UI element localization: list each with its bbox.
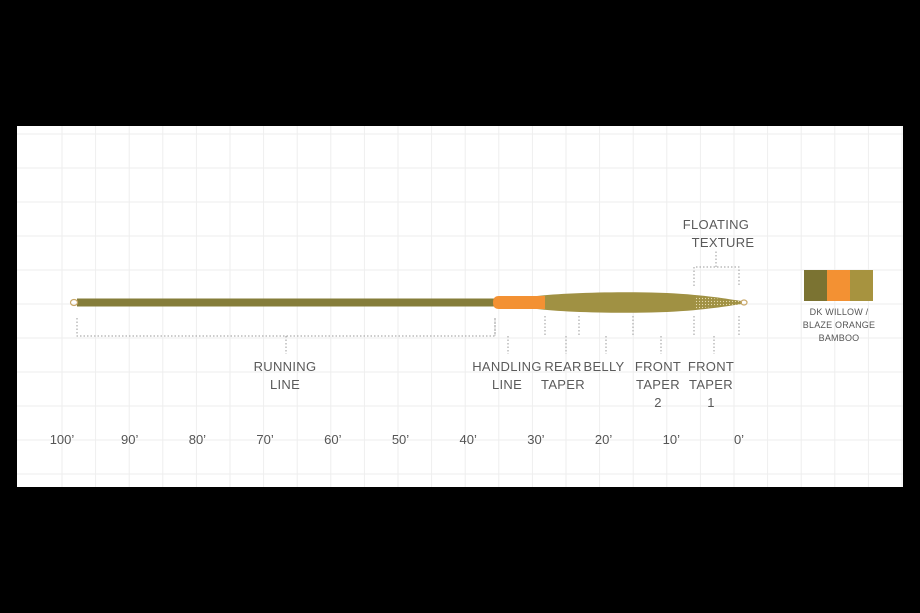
fly-line-diagram-panel: FLOATING TEXTURE RUNNING LINE HANDLING L… bbox=[17, 126, 903, 487]
axis-tick-label: 20’ bbox=[595, 432, 612, 447]
running-line-label-line2: LINE bbox=[270, 377, 300, 392]
front-taper-1-label-line2: TAPER bbox=[689, 377, 733, 392]
front-taper-1-label-line1: FRONT bbox=[688, 359, 734, 374]
section-brackets bbox=[76, 250, 740, 354]
handling-line-label-line1: HANDLING bbox=[472, 359, 542, 374]
rear-taper-label-line1: REAR bbox=[544, 359, 581, 374]
fly-line-diagram: FLOATING TEXTURE RUNNING LINE HANDLING L… bbox=[17, 126, 903, 487]
running-line-segment bbox=[77, 298, 495, 307]
belly-label: BELLY bbox=[583, 359, 624, 374]
handling-line-segment bbox=[493, 296, 545, 309]
floating-texture-area bbox=[694, 296, 742, 309]
swatch-label-line1: DK WILLOW / bbox=[810, 307, 869, 317]
axis-tick-label: 100’ bbox=[50, 432, 75, 447]
fly-line bbox=[69, 292, 748, 313]
swatch-blaze-orange bbox=[827, 270, 850, 301]
head-segment bbox=[537, 292, 742, 313]
front-taper-2-label-line2: TAPER bbox=[636, 377, 680, 392]
axis-tick-label: 0’ bbox=[734, 432, 744, 447]
swatch-label-line2: BLAZE ORANGE bbox=[803, 320, 875, 330]
swatch-label-line3: BAMBOO bbox=[819, 333, 860, 343]
swatch-bamboo bbox=[850, 270, 873, 301]
running-line-bracket bbox=[76, 318, 496, 337]
front-loop-icon bbox=[740, 299, 748, 306]
section-labels: FLOATING TEXTURE RUNNING LINE HANDLING L… bbox=[254, 217, 755, 410]
floating-texture-bracket bbox=[693, 266, 740, 286]
axis-tick-label: 60’ bbox=[324, 432, 341, 447]
axis-tick-label: 90’ bbox=[121, 432, 138, 447]
rear-loop-icon bbox=[69, 298, 79, 307]
axis-tick-label: 80’ bbox=[189, 432, 206, 447]
handling-line-label-line2: LINE bbox=[492, 377, 522, 392]
axis-tick-label: 30’ bbox=[527, 432, 544, 447]
running-line-label-line1: RUNNING bbox=[254, 359, 317, 374]
color-swatch: DK WILLOW / BLAZE ORANGE BAMBOO bbox=[803, 270, 875, 343]
distance-axis: 100’ 90’ 80’ 70’ 60’ 50’ 40’ 30’ 20’ 10’ 0’ bbox=[50, 432, 744, 447]
rear-taper-label-line2: TAPER bbox=[541, 377, 585, 392]
front-taper-2-label-line1: FRONT bbox=[635, 359, 681, 374]
front-taper-2-label-line3: 2 bbox=[654, 395, 662, 410]
floating-texture-label-line2: TEXTURE bbox=[692, 235, 755, 250]
axis-tick-label: 40’ bbox=[460, 432, 477, 447]
front-taper-1-label-line3: 1 bbox=[707, 395, 715, 410]
floating-texture-label-line1: FLOATING bbox=[683, 217, 749, 232]
axis-tick-label: 50’ bbox=[392, 432, 409, 447]
axis-tick-label: 10’ bbox=[663, 432, 680, 447]
swatch-dk-willow bbox=[804, 270, 827, 301]
axis-tick-label: 70’ bbox=[256, 432, 273, 447]
